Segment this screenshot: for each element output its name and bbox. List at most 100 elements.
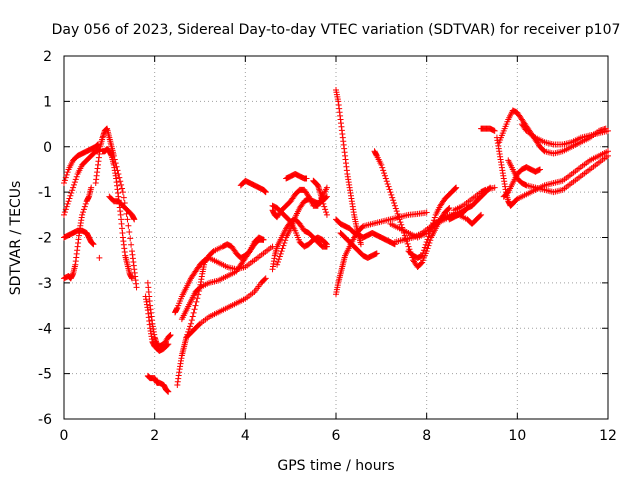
data-point-track-aa (397, 219, 404, 226)
y-tick-label: -6 (38, 412, 52, 428)
data-point-track-ad (420, 249, 427, 256)
data-point-track-j (165, 341, 172, 348)
y-tick-label: 2 (43, 49, 52, 65)
data-point-track-o (190, 309, 197, 316)
data-point-track-o (260, 236, 267, 243)
x-tick-label: 2 (150, 428, 159, 444)
data-point-track-b (70, 181, 77, 188)
data-point-track-ac (478, 211, 485, 218)
data-point-track-aa (381, 170, 388, 177)
data-point-track-aa (446, 205, 453, 212)
data-point-track-o (188, 317, 195, 324)
data-point-track-f (129, 275, 135, 282)
data-point-track-a (61, 180, 67, 187)
data-point-track-c (79, 211, 86, 218)
data-point-track-ad (431, 214, 438, 221)
y-tick-label: 1 (43, 94, 52, 110)
data-point-track-c (81, 203, 88, 210)
data-point-track-aa (384, 180, 391, 187)
data-point-track-s (275, 256, 282, 263)
data-point-track-o (183, 334, 190, 341)
data-point-track-o (189, 313, 196, 320)
data-point-track-aa (396, 216, 403, 223)
y-tick-label: -1 (38, 185, 52, 201)
data-point-track-o (191, 306, 198, 313)
data-point-track-l (262, 275, 269, 282)
data-point-track-e (116, 174, 123, 181)
data-point-track-b (71, 179, 78, 186)
data-point-track-aa (426, 239, 433, 246)
data-point-track-ad (422, 241, 429, 248)
data-point-track-j (164, 342, 171, 349)
data-point-track-o (195, 291, 202, 298)
x-tick-label: 6 (332, 428, 341, 444)
data-point-track-b (61, 211, 67, 218)
data-point-track-s (279, 245, 286, 252)
data-point-track-u (323, 240, 330, 247)
data-point-track-v (321, 203, 328, 210)
data-point-track-o (186, 326, 193, 333)
data-point-track-aj (605, 127, 611, 134)
data-point-track-d (90, 241, 97, 248)
data-point-track-ad (421, 244, 428, 251)
data-point-track-b (63, 203, 70, 210)
data-point-track-aa (378, 161, 385, 168)
grid-lines (64, 56, 608, 419)
data-point-track-b (69, 187, 76, 194)
data-point-track-v (322, 206, 329, 213)
data-point-track-o (192, 302, 199, 309)
data-point-track-x (359, 224, 366, 231)
data-point-track-aa (385, 183, 392, 190)
data-point-track-o (184, 331, 191, 338)
data-point-track-e (119, 189, 126, 196)
data-point-track-aa (425, 242, 432, 249)
data-point-track-s (276, 253, 283, 260)
data-point-track-ad (428, 225, 435, 232)
data-point-track-ad (419, 252, 426, 259)
data-points (61, 87, 611, 395)
data-point-track-ac (477, 212, 484, 219)
data-point-track-e (125, 222, 132, 229)
data-point-track-k (165, 388, 172, 395)
data-point-track-aa (388, 191, 395, 198)
data-point-track-ag (491, 127, 498, 134)
data-point-track-aa (383, 178, 390, 185)
data-point-track-u (323, 241, 330, 248)
data-point-track-aa (389, 194, 396, 201)
data-point-track-o (196, 288, 203, 295)
data-point-track-b (61, 209, 68, 216)
data-point-track-g (131, 216, 138, 223)
data-point-track-a (61, 177, 68, 184)
data-point-track-aa (395, 213, 402, 220)
y-tick-label: 0 (43, 140, 52, 156)
data-point-track-o (193, 298, 200, 305)
data-point-track-b (64, 200, 71, 207)
data-point-track-ad (430, 217, 437, 224)
data-point-track-ad (430, 219, 437, 226)
data-point-track-b (67, 192, 74, 199)
data-point-track-q (323, 184, 330, 191)
data-point-track-s (274, 259, 281, 266)
x-tick-label: 8 (422, 428, 431, 444)
data-point-track-ad (426, 230, 433, 237)
data-point-track-aa (387, 189, 394, 196)
data-point-track-e (119, 185, 126, 192)
data-point-track-aj (522, 126, 529, 133)
data-point-track-aa (423, 248, 430, 255)
data-point-track-e (118, 181, 125, 188)
data-point-track-aa (391, 200, 398, 207)
chart-title: Day 056 of 2023, Sidereal Day-to-day VTE… (52, 22, 621, 38)
data-point-track-c (88, 184, 95, 191)
data-point-track-aa (392, 205, 399, 212)
data-point-track-aa (394, 210, 401, 217)
data-point-track-ad (427, 228, 434, 235)
data-point-track-ad (424, 236, 431, 243)
data-point-track-ak (605, 152, 611, 159)
data-point-track-o (194, 295, 201, 302)
data-point-track-s (282, 237, 289, 244)
x-tick-label: 12 (599, 428, 617, 444)
data-point-track-h (96, 254, 103, 261)
data-point-track-aa (381, 172, 388, 179)
data-point-track-z (373, 250, 380, 257)
